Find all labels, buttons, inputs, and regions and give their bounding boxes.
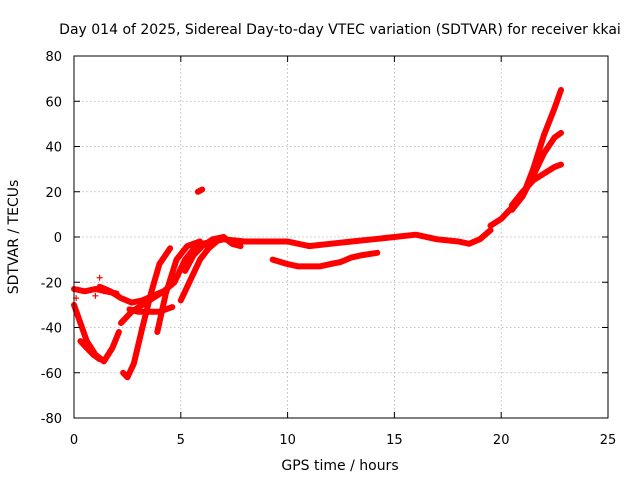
x-tick-label: 20 [493,433,510,448]
y-tick-label: -80 [41,412,62,427]
x-tick-label: 5 [177,433,185,448]
series-track-13 [194,186,206,195]
y-tick-label: 40 [45,141,62,156]
data-point-marker [100,288,107,295]
y-tick-label: -20 [41,276,62,291]
y-tick-label: 80 [45,50,62,65]
series-layer [71,86,564,381]
y-tick-label: 60 [45,95,62,110]
grid-layer [74,56,608,418]
x-tick-label: 10 [279,433,296,448]
x-tick-label: 25 [600,433,617,448]
series-track-11 [199,227,494,250]
x-axis-label: GPS time / hours [281,458,398,474]
data-point-marker [92,292,99,299]
series-track-4 [77,338,103,363]
data-point-marker [96,274,103,281]
y-tick-label: 0 [54,231,62,246]
tick-layer [73,55,609,419]
marker-layer [73,274,107,302]
series-track-12 [269,249,381,270]
y-tick-label: -40 [41,322,62,337]
chart-title: Day 014 of 2025, Sidereal Day-to-day VTE… [59,22,621,38]
series-track-3 [71,301,122,365]
y-axis-label: SDTVAR / TECUs [6,180,22,295]
series-track-8 [154,238,203,335]
y-tick-label: -60 [41,367,62,382]
x-tick-labels: 0 5 10 15 20 25 [70,433,616,448]
y-tick-label: 20 [45,186,62,201]
series-track-16 [508,161,564,209]
x-tick-label: 15 [386,433,403,448]
series-track-5 [120,245,174,381]
y-tick-labels: -80 -60 -40 -20 0 20 40 60 80 [41,50,62,427]
x-tick-label: 0 [70,433,78,448]
